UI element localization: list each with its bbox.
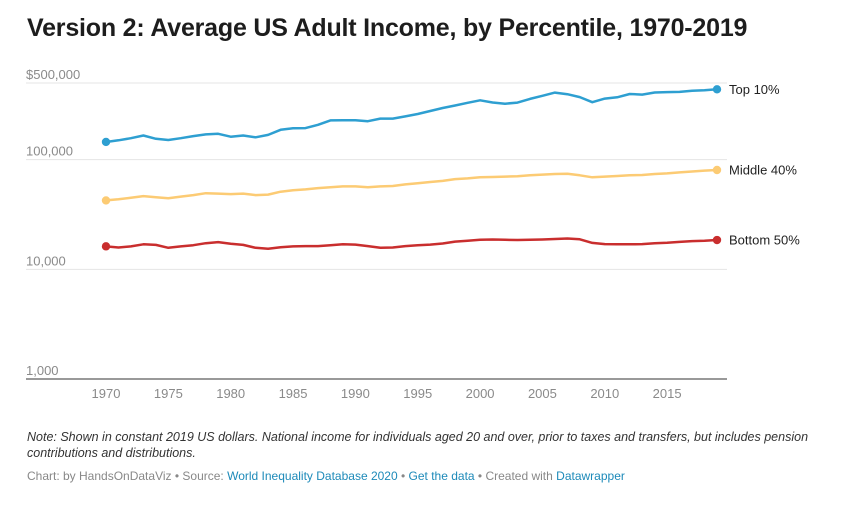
series-end-point-top-10 bbox=[712, 85, 722, 94]
chart-title: Version 2: Average US Adult Income, by P… bbox=[27, 14, 748, 42]
grid-lines bbox=[26, 82, 727, 380]
x-tick-label: 2010 bbox=[590, 386, 619, 401]
y-tick-label: $500,000 bbox=[26, 67, 80, 82]
datawrapper-link[interactable]: Datawrapper bbox=[556, 469, 625, 483]
axis-labels: $500,000 100,000 10,000 1,000 1970 1975 1980 19… bbox=[26, 67, 682, 401]
series-end-point-middle-40 bbox=[712, 165, 722, 175]
series-lines bbox=[101, 85, 722, 251]
series-label-bottom-50: Bottom 50% bbox=[729, 233, 800, 248]
series-start-point-top-10 bbox=[101, 137, 111, 147]
created-with-label: Created with bbox=[485, 469, 557, 483]
x-tick-label: 2000 bbox=[466, 386, 495, 401]
series-line-bottom-50 bbox=[104, 237, 719, 251]
get-the-data-link[interactable]: Get the data bbox=[408, 469, 475, 483]
series-start-point-middle-40 bbox=[101, 196, 111, 205]
series-line-middle-40 bbox=[104, 168, 719, 202]
line-chart: $500,000 100,000 10,000 1,000 1970 1975 1980 19… bbox=[26, 67, 800, 401]
series-labels: Top 10% Middle 40% Bottom 50% bbox=[729, 82, 800, 248]
y-tick-label: 1,000 bbox=[26, 363, 59, 378]
chart-notes: Note: Shown in constant 2019 US dollars.… bbox=[27, 430, 809, 460]
x-tick-label: 1975 bbox=[154, 386, 183, 401]
series-line-top-10 bbox=[104, 88, 719, 144]
x-tick-label: 2005 bbox=[528, 386, 557, 401]
series-end-point-bottom-50 bbox=[712, 235, 722, 245]
x-tick-label: 1980 bbox=[216, 386, 245, 401]
separator: • bbox=[397, 469, 409, 483]
y-tick-label: 100,000 bbox=[26, 144, 73, 159]
source-label: Source: bbox=[182, 469, 228, 483]
series-label-middle-40: Middle 40% bbox=[729, 162, 797, 177]
separator: • bbox=[474, 469, 486, 483]
x-tick-label: 2015 bbox=[653, 386, 682, 401]
separator: • bbox=[171, 469, 183, 483]
series-label-top-10: Top 10% bbox=[729, 82, 780, 97]
series-start-point-bottom-50 bbox=[101, 242, 111, 251]
x-tick-label: 1995 bbox=[403, 386, 432, 401]
x-tick-label: 1985 bbox=[279, 386, 308, 401]
source-link[interactable]: World Inequality Database 2020 bbox=[227, 469, 398, 483]
x-tick-label: 1990 bbox=[341, 386, 370, 401]
x-tick-label: 1970 bbox=[92, 386, 121, 401]
byline: Chart: by HandsOnDataViz bbox=[27, 469, 172, 483]
y-tick-label: 10,000 bbox=[26, 253, 66, 268]
chart-footer: Chart: by HandsOnDataViz • Source: World… bbox=[27, 469, 625, 483]
